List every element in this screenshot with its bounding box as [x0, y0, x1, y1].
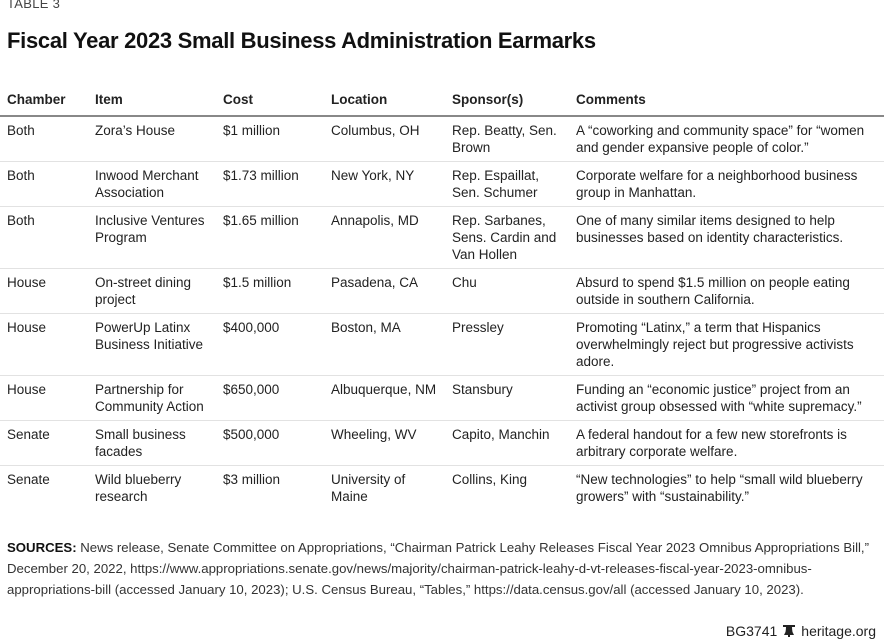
cost-cell: $650,000 [216, 375, 324, 421]
chamber-cell: House [0, 268, 88, 314]
comments-cell: “New technologies” to help “small wild b… [576, 472, 863, 504]
item-cell: Small business facades [88, 420, 216, 466]
chamber-cell: House [0, 375, 88, 421]
cost-cell: $500,000 [216, 420, 324, 466]
column-header: Comments [569, 88, 884, 117]
item-cell: Inclusive Ventures Program [88, 206, 216, 269]
table-row: Both Inwood Merchant Association $1.73 mil… [0, 161, 884, 207]
sources-note: SOURCES: News release, Senate Committee … [7, 537, 879, 600]
comments-cell: Absurd to spend $1.5 million on people e… [569, 268, 884, 314]
cost-cell: $1.73 million [216, 161, 324, 207]
chamber-cell: Both [0, 116, 88, 162]
table-row: Both Zora’s House $1 million Columbus, OH Re… [0, 116, 884, 162]
table-row: House On-street dining project $1.5 millio… [0, 268, 884, 314]
location-cell: Albuquerque, NM [324, 375, 445, 421]
item-cell: Zora’s House [88, 116, 216, 162]
location-cell: Annapolis, MD [324, 206, 445, 269]
location-cell: Pasadena, CA [324, 268, 445, 314]
table-label: TABLE 3 [7, 0, 61, 11]
comments-cell: Funding an “economic justice” project fr… [569, 375, 884, 421]
cost-cell: $3 million [223, 472, 281, 487]
item-cell: On-street dining project [88, 268, 216, 314]
location-cell: New York, NY [324, 161, 445, 207]
comments-cell: A federal handout for a few new storefro… [569, 420, 884, 466]
item-cell: Partnership for Community Action [88, 375, 216, 421]
site-link[interactable]: heritage.org [801, 623, 876, 639]
page-title: Fiscal Year 2023 Small Business Administ… [7, 28, 596, 53]
liberty-bell-icon [783, 625, 796, 637]
chamber-cell: Both [0, 161, 88, 207]
sponsors-cell: Pressley [445, 313, 569, 376]
column-header: Item [88, 88, 216, 117]
table-row: Both Inclusive Ventures Program $1.65 mill… [0, 206, 884, 269]
cost-cell: $1.65 million [216, 206, 324, 269]
sponsors-cell: Stansbury [445, 375, 569, 421]
table-row: Senate Small business facades $500,000 Whee… [0, 420, 884, 466]
item-cell: PowerUp Latinx Business Initiative [88, 313, 216, 376]
comments-cell: One of many similar items designed to he… [569, 206, 884, 269]
comments-cell: A “coworking and community space” for “w… [569, 116, 884, 162]
cost-cell: $1 million [216, 116, 324, 162]
footer: BG3741 heritage.org [726, 623, 876, 639]
location-cell: University of Maine [331, 472, 406, 504]
earmarks-table: Chamber Item Cost Location Sponsor(s) Comment… [0, 88, 884, 510]
location-cell: Boston, MA [324, 313, 445, 376]
sources-label: SOURCES: [7, 540, 77, 555]
cost-cell: $400,000 [216, 313, 324, 376]
column-header: Cost [216, 88, 324, 117]
table-row: Senate Wild blueberry research $3 million U… [0, 466, 884, 511]
table-header-row: Chamber Item Cost Location Sponsor(s) Comment… [0, 88, 884, 117]
column-header: Sponsor(s) [445, 88, 569, 117]
chamber-cell: Both [0, 206, 88, 269]
item-cell: Inwood Merchant Association [88, 161, 216, 207]
chamber-cell: Senate [0, 420, 88, 466]
chamber-cell: House [0, 313, 88, 376]
comments-cell: Corporate welfare for a neighborhood bus… [569, 161, 884, 207]
comments-cell: Promoting “Latinx,” a term that Hispanic… [569, 313, 884, 376]
sources-text: News release, Senate Committee on Approp… [7, 540, 869, 597]
item-cell: Wild blueberry research [95, 472, 182, 504]
table-row: House Partnership for Community Action $65… [0, 375, 884, 421]
table-row: House PowerUp Latinx Business Initiative $… [0, 313, 884, 376]
column-header: Location [324, 88, 445, 117]
sponsors-cell: Rep. Sarbanes, Sens. Cardin and Van Holl… [445, 206, 569, 269]
location-cell: Columbus, OH [324, 116, 445, 162]
column-header: Chamber [0, 88, 88, 117]
chamber-cell: Senate [7, 472, 50, 487]
sponsors-cell: Capito, Manchin [445, 420, 569, 466]
sponsors-cell: Rep. Espaillat, Sen. Schumer [445, 161, 569, 207]
report-code: BG3741 [725, 623, 778, 639]
sponsors-cell: Rep. Beatty, Sen. Brown [445, 116, 569, 162]
cost-cell: $1.5 million [216, 268, 324, 314]
sponsors-cell: Chu [445, 268, 569, 314]
location-cell: Wheeling, WV [324, 420, 445, 466]
sponsors-cell: Collins, King [452, 472, 528, 487]
